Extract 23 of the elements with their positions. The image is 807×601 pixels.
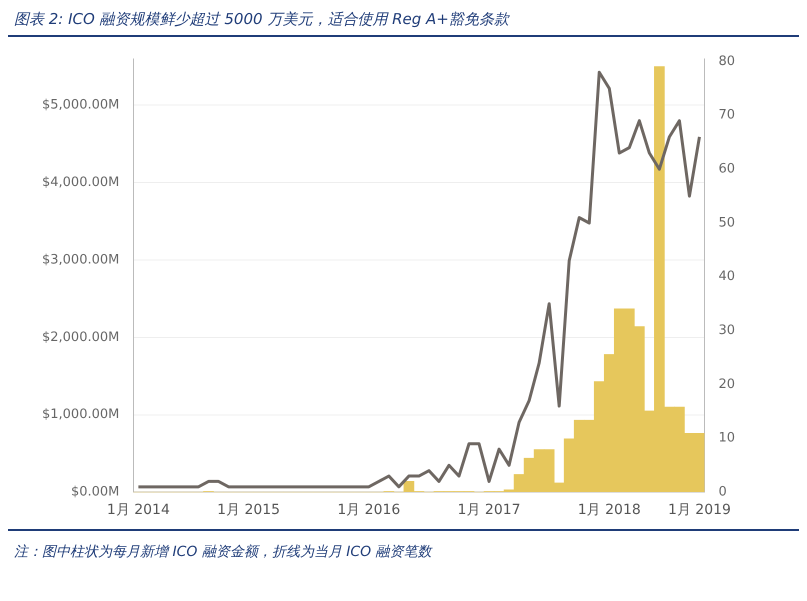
y2-tick-label: 40 [718, 269, 736, 284]
y2-tick-label: 20 [718, 376, 736, 392]
y-tick-label: $2,000.00M [42, 330, 120, 345]
x-tick-label: 1月 2015 [217, 502, 280, 518]
y-tick-label: $4,000.00M [42, 175, 120, 190]
y2-tick-label: 0 [718, 484, 727, 500]
y2-tick-label: 50 [718, 215, 736, 230]
y2-tick-label: 70 [718, 108, 736, 123]
y2-tick-label: 80 [718, 54, 736, 69]
x-tick-label: 1月 2016 [337, 502, 400, 518]
x-tick-label: 1月 2014 [106, 502, 170, 518]
x-tick-label: 1月 2019 [668, 502, 731, 518]
y2-tick-label: 30 [718, 323, 736, 338]
x-tick-label: 1月 2017 [458, 502, 521, 518]
y-tick-label: $1,000.00M [42, 407, 120, 422]
y-tick-label: $5,000.00M [42, 98, 120, 113]
chart-title: 图表 2: ICO 融资规模鲜少超过 5000 万美元，适合使用 Reg A+豁免条款 [8, 8, 799, 37]
y-tick-label: $3,000.00M [42, 252, 120, 268]
y-tick-label: $0.00M [70, 484, 120, 500]
y2-tick-label: 60 [718, 162, 736, 177]
y2-tick-label: 10 [718, 430, 736, 446]
text: 注：图中柱状为每月新增 ICO 融资金额，折线为当月 ICO 融资笔数 [13, 543, 434, 562]
x-tick-label: 1月 2018 [578, 502, 641, 518]
